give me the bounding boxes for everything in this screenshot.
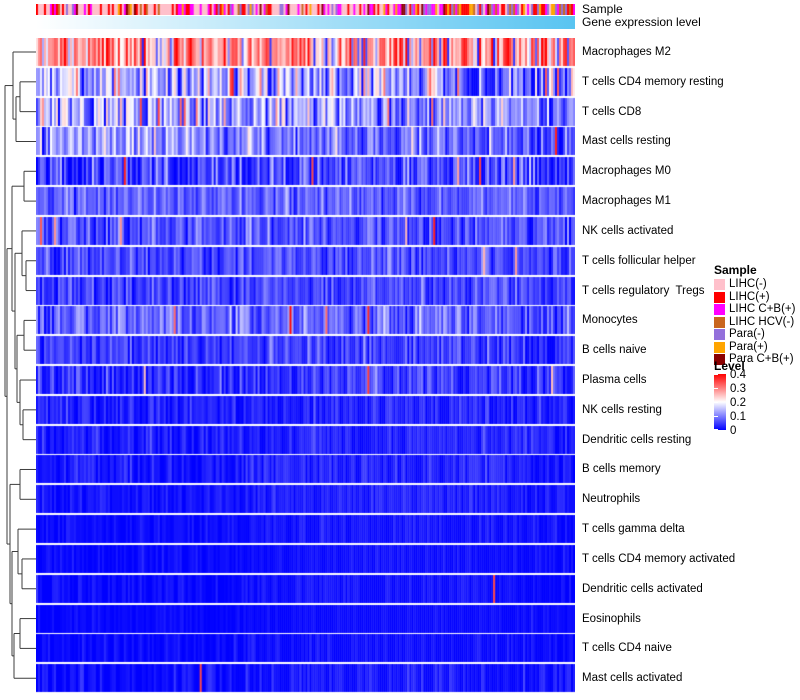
sample-legend-item: LIHC(+) [714,290,800,304]
row-label: B cells naive [582,344,647,357]
row-label: Neutrophils [582,493,641,506]
row-label: B cells memory [582,463,661,476]
row-label: Macrophages M0 [582,165,671,178]
legend-label: LIHC C+B(+) [729,303,796,315]
heatmap-canvas [36,38,575,694]
sample-track-label: Sample [582,2,623,16]
row-label: NK cells resting [582,403,662,416]
legend-swatch [714,354,725,365]
sample-legend-item: Para C+B(+) [714,353,800,366]
level-tick-mark [714,416,718,417]
row-label: T cells CD8 [582,105,642,118]
level-tick-label: 0 [730,425,737,437]
level-tick-mark [714,402,718,403]
sample-legend-item: Para(-) [714,328,800,341]
level-tick-label: 0.3 [730,383,746,395]
row-label: Mast cells resting [582,135,671,148]
gene-track-label: Gene expression level [582,15,701,29]
legend-swatch [714,304,725,315]
legend-swatch [714,329,725,340]
sample-legend-title: Sample [714,263,757,277]
gene-expression-gradient-bar [36,16,575,29]
legend-label: Para C+B(+) [729,353,794,365]
sample-annotation-bar [36,4,575,15]
sample-legend-item: Para(+) [714,340,800,354]
row-label: T cells CD4 naive [582,642,672,655]
legend-swatch [714,291,725,303]
legend-label: Para(+) [729,340,768,353]
legend-label: Para(-) [729,328,765,340]
sample-legend: Sample LIHC(-) LIHC(+) LIHC C+B(+) LIHC HCV… [714,263,800,367]
row-label: Eosinophils [582,612,641,625]
row-label: Monocytes [582,314,638,327]
row-label: Dendritic cells activated [582,582,703,595]
level-legend: Level 0.4 0.3 0.2 0.1 0 [714,360,800,440]
sample-legend-items: LIHC(-) LIHC(+) LIHC C+B(+) LIHC HCV(-) Para… [714,278,800,367]
row-label: T cells CD4 memory activated [582,552,736,565]
row-label: T cells regulatory Tregs [582,284,705,297]
level-tick-mark [714,429,718,430]
legend-label: LIHC HCV(-) [729,315,795,328]
level-tick-label: 0.2 [730,397,746,409]
level-tick-mark [714,388,718,389]
legend-swatch [714,316,725,328]
level-legend-title: Level [714,359,745,373]
level-tick-mark [714,374,718,375]
row-label: NK cells activated [582,224,674,237]
row-label: T cells CD4 memory resting [582,75,724,88]
row-label: Macrophages M2 [582,46,671,58]
sample-legend-item: LIHC C+B(+) [714,303,800,316]
legend-swatch [714,341,725,353]
level-tick-label: 0.4 [730,369,746,381]
row-label: Plasma cells [582,374,647,387]
row-label: T cells follicular helper [582,254,696,267]
sample-legend-item: LIHC HCV(-) [714,315,800,329]
legend-label: LIHC(+) [729,290,770,303]
row-label: Mast cells activated [582,672,683,685]
row-label: T cells gamma delta [582,523,685,536]
sample-legend-item: LIHC(-) [714,278,800,291]
legend-label: LIHC(-) [729,278,767,290]
level-tick-label: 0.1 [730,411,746,423]
legend-swatch [714,279,725,290]
row-label: Macrophages M1 [582,195,671,208]
row-label: Dendritic cells resting [582,433,692,446]
